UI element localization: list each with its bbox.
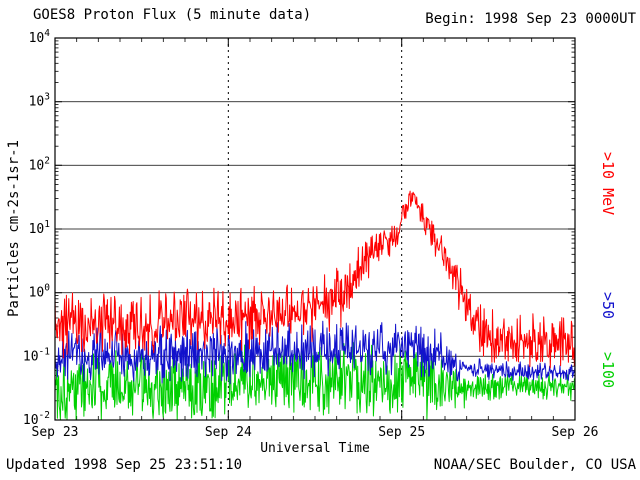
begin-timestamp: Begin: 1998 Sep 23 0000UT [425, 11, 636, 27]
plot-frame [54, 37, 576, 421]
legend-gt10mev: >10 MeV [599, 152, 617, 216]
x-tick-label: Sep 24 [205, 425, 252, 440]
flux-trace-50 [54, 320, 576, 385]
y-tick-label: 102 [29, 155, 50, 173]
y-tick-label: 10-2 [23, 410, 50, 428]
series-gt10-trace [54, 190, 576, 369]
plot-border [54, 37, 576, 421]
y-tick-label: 101 [29, 219, 51, 237]
legend-gt50mev: >50 [599, 292, 617, 320]
chart-title: GOES8 Proton Flux (5 minute data) [33, 7, 312, 23]
flux-trace-10MeV [54, 190, 576, 369]
x-tick-labels: Sep 23 Sep 24 Sep 25 Sep 26 [32, 425, 599, 440]
y-tick-label: 103 [29, 92, 50, 110]
y-tick-labels: 10-2 10-1 100 101 102 103 104 [23, 28, 50, 428]
x-tick-label: Sep 26 [552, 425, 599, 440]
x-axis-label: Universal Time [260, 441, 370, 456]
legend-gt100mev: >100 [599, 352, 617, 389]
y-tick-label: 104 [29, 28, 51, 46]
x-tick-label: Sep 23 [32, 425, 79, 440]
series-gt50-trace [54, 320, 576, 385]
source-credit: NOAA/SEC Boulder, CO USA [433, 457, 636, 473]
x-tick-label: Sep 25 [378, 425, 425, 440]
y-tick-label: 10-1 [23, 346, 50, 364]
y-tick-label: 100 [29, 283, 51, 301]
updated-timestamp: Updated 1998 Sep 25 23:51:10 [6, 457, 243, 473]
